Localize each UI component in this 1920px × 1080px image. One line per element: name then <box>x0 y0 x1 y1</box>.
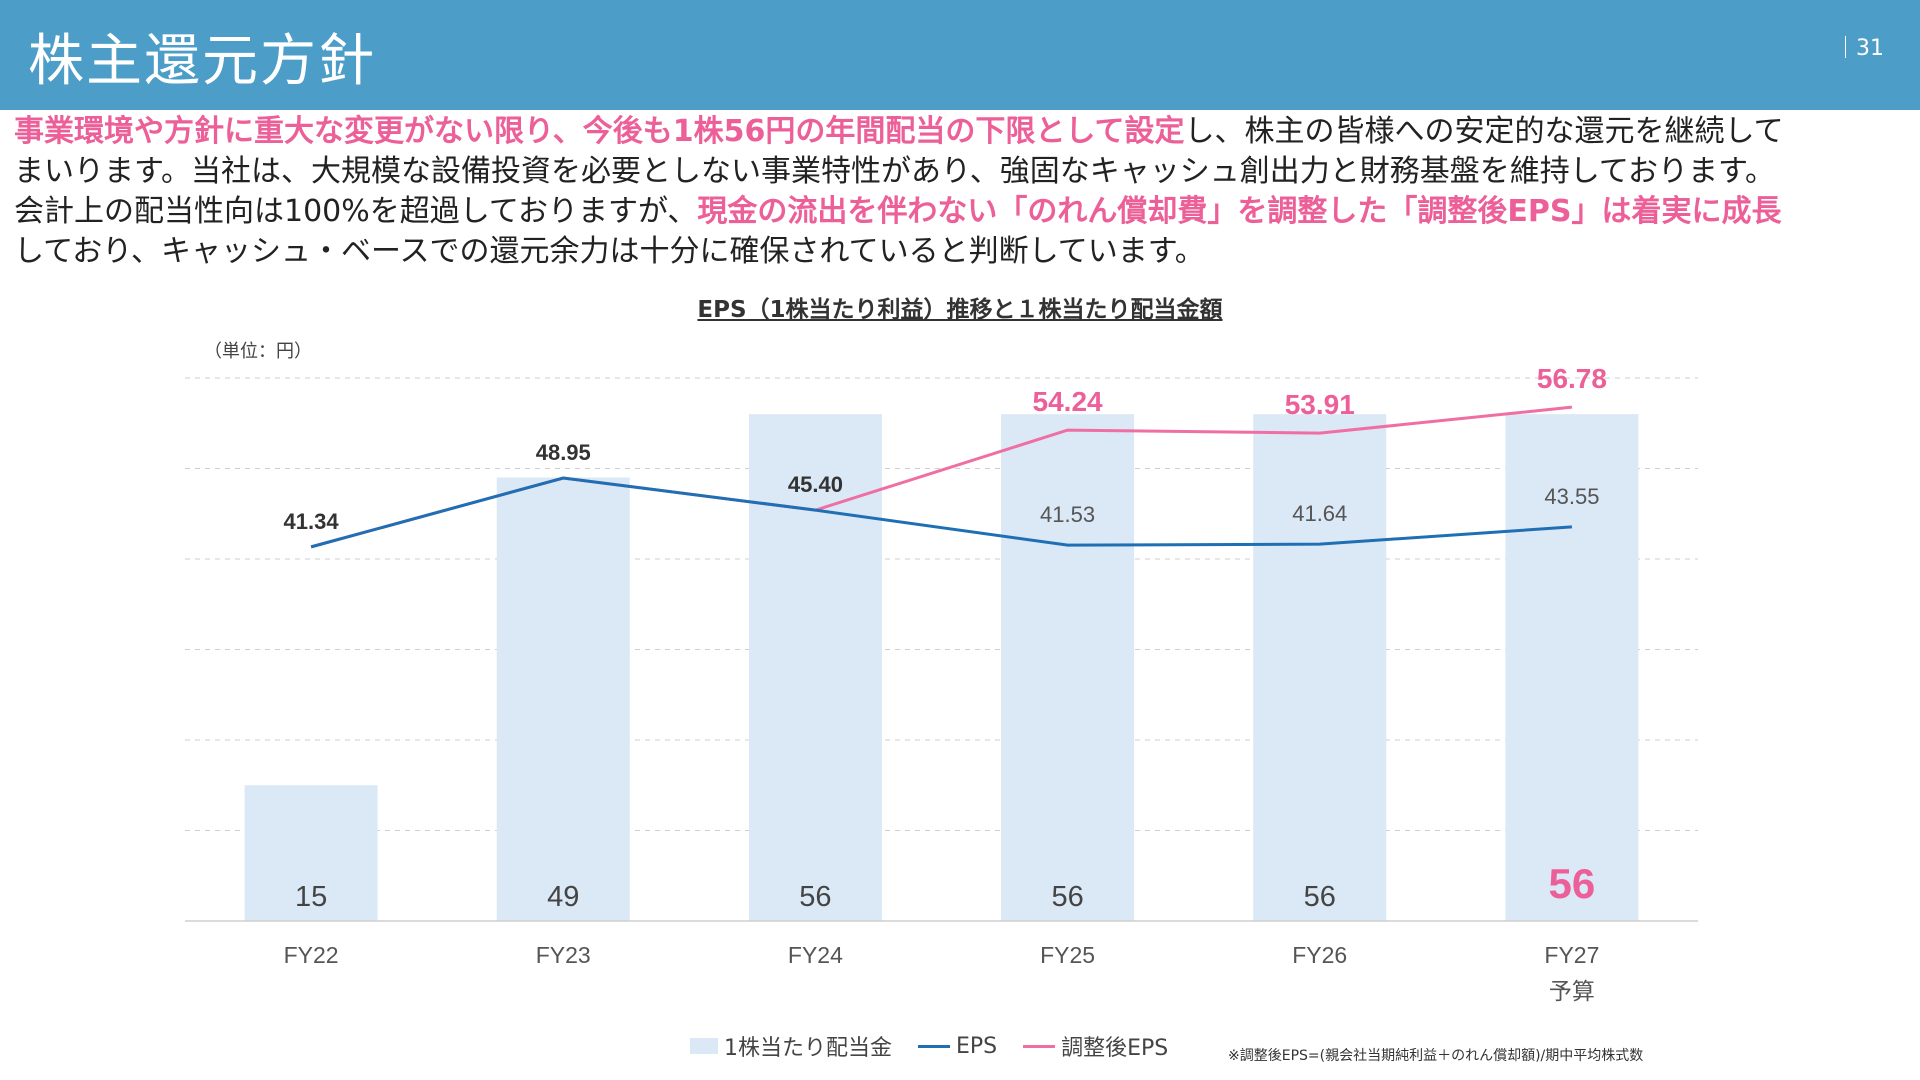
intro-line-3: 会計上の配当性向は100%を超過しておりますが、現金の流出を伴わない「のれん償却… <box>14 192 1914 232</box>
intro-line-1-rest: し、株主の皆様への安定的な還元を継続して <box>1184 114 1784 149</box>
page-title: 株主還元方針 <box>28 29 376 94</box>
bar-label: 56 <box>1549 860 1596 907</box>
legend-item-eps: EPS <box>918 1034 997 1059</box>
legend-swatch-dividend <box>690 1038 718 1054</box>
bar-dividend <box>748 414 882 921</box>
bar-dividend <box>244 785 378 921</box>
x-tick-label: FY24 <box>788 942 843 968</box>
legend-label-eps: EPS <box>956 1033 998 1059</box>
bar-label: 56 <box>799 881 831 913</box>
chart-title: EPS（1株当たり利益）推移と１株当たり配当金額 <box>697 297 1223 323</box>
legend-item-dividend: 1株当たり配当金 <box>690 1030 892 1062</box>
legend-item-adj-eps: 調整後EPS <box>1023 1030 1168 1062</box>
eps-label: 45.40 <box>788 472 843 497</box>
adjusted-eps-label: 56.78 <box>1537 363 1607 394</box>
eps-label: 41.34 <box>284 509 340 534</box>
legend: 1株当たり配当金 EPS 調整後EPS <box>690 1030 1194 1062</box>
legend-swatch-adj-eps <box>1023 1044 1056 1048</box>
bar-label: 15 <box>295 881 327 913</box>
intro-line-2: まいります。当社は、大規模な設備投資を必要としない事業特性があり、強固なキャッシ… <box>14 154 1775 189</box>
intro-line-3-pre: 会計上の配当性向は100%を超過しておりますが、 <box>14 194 698 229</box>
adjusted-eps-label: 53.91 <box>1285 389 1355 420</box>
bar-label: 56 <box>1051 881 1083 913</box>
x-tick-label: FY25 <box>1040 942 1095 968</box>
bar-dividend <box>496 477 630 921</box>
legend-swatch-eps <box>918 1044 950 1048</box>
bar-dividend <box>1001 414 1135 921</box>
intro-line-4: しており、キャッシュ・ベースでの還元余力は十分に確保されていると判断しています。 <box>14 234 1205 269</box>
bar-dividend <box>1253 414 1387 921</box>
footnote: ※調整後EPS=(親会社当期純利益＋のれん償却額)/期中平均株式数 <box>1228 1048 1644 1064</box>
x-tick-label: FY22 <box>284 942 339 968</box>
adjusted-eps-label: 54.24 <box>1033 386 1103 417</box>
legend-label-adj-eps: 調整後EPS <box>1061 1036 1169 1061</box>
x-tick-label: FY26 <box>1292 942 1347 968</box>
intro-highlight-2: 現金の流出を伴わない「のれん償却費」を調整した「調整後EPS」は着実に成長 <box>697 194 1782 229</box>
line-eps <box>310 476 1573 549</box>
x-tick-label: FY23 <box>536 942 591 968</box>
page-number: 31 <box>1845 36 1884 61</box>
intro-highlight-1: 事業環境や方針に重大な変更がない限り、今後も1株56円の年間配当の下限として設定 <box>14 114 1185 149</box>
x-tick-label: FY27 <box>1544 942 1599 968</box>
eps-label: 41.64 <box>1292 501 1347 526</box>
eps-label: 41.53 <box>1040 502 1095 527</box>
bar-label: 56 <box>1304 881 1336 913</box>
bar-dividend <box>1505 414 1639 921</box>
unit-label: （単位：円） <box>204 341 312 362</box>
eps-label: 43.55 <box>1544 484 1599 509</box>
bar-label: 49 <box>547 881 579 913</box>
intro-text: 事業環境や方針に重大な変更がない限り、今後も1株56円の年間配当の下限として設定… <box>14 112 1914 272</box>
header-bar: 株主還元方針 31 <box>0 0 1920 110</box>
intro-line-1: 事業環境や方針に重大な変更がない限り、今後も1株56円の年間配当の下限として設定… <box>14 112 1914 152</box>
x-tick-sublabel: 予算 <box>1549 979 1595 1005</box>
eps-label: 48.95 <box>536 440 591 465</box>
legend-label-dividend: 1株当たり配当金 <box>724 1036 892 1061</box>
